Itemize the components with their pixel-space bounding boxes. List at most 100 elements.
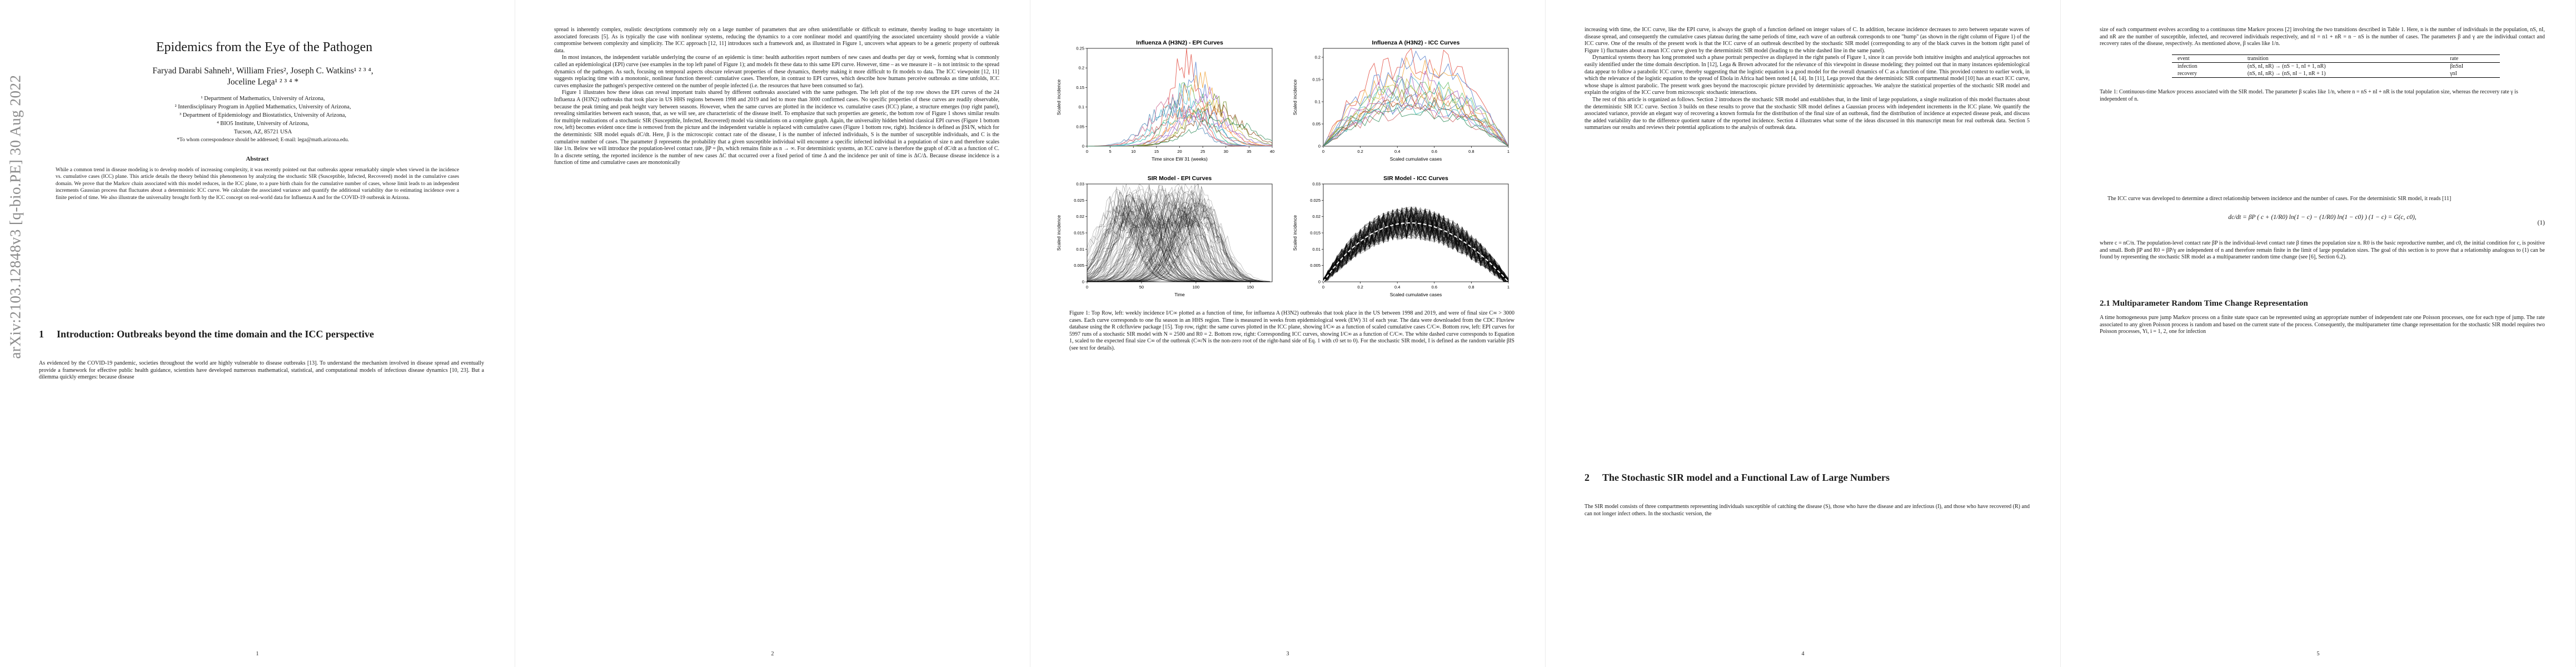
simulation-run (1323, 212, 1509, 282)
series-line (1323, 50, 1509, 147)
simulation-run (1087, 203, 1270, 282)
body-text-4: A time homogeneous pure jump Markov proc… (2100, 315, 2545, 336)
simulation-run (1087, 193, 1270, 282)
y-tick-label: 0.03 (1076, 182, 1084, 187)
simulation-run (1087, 206, 1270, 282)
series-line (1087, 114, 1273, 147)
simulation-run (1323, 216, 1509, 282)
series-line (1323, 75, 1509, 147)
simulation-run (1323, 209, 1509, 282)
simulation-run (1323, 206, 1509, 282)
x-tick-label: 5 (1109, 149, 1112, 154)
simulation-run (1323, 208, 1509, 281)
simulation-run (1323, 208, 1509, 282)
simulation-run (1323, 209, 1509, 282)
simulation-run (1087, 211, 1270, 282)
x-axis-label: Time since EW 31 (weeks) (1152, 156, 1208, 162)
simulation-run (1087, 212, 1270, 282)
body-text: spread is inherently complex, realistic … (554, 27, 999, 167)
simulation-run (1323, 211, 1509, 280)
simulation-run (1087, 187, 1270, 282)
authors: Faryad Darabi Sahneh¹, William Fries², J… (61, 66, 465, 88)
simulation-run (1323, 209, 1509, 282)
simulation-run (1323, 210, 1509, 282)
simulation-run (1323, 208, 1508, 282)
paragraph: A time homogeneous pure jump Markov proc… (2100, 315, 2545, 335)
subsection-heading: 2.1 Multiparameter Random Time Change Re… (2100, 299, 2308, 308)
section-1-heading: 1 Introduction: Outbreaks beyond the time… (39, 328, 484, 340)
simulation-run (1087, 206, 1270, 282)
simulation-run (1087, 206, 1270, 282)
body-text-2: The ICC curve was developed to determine… (2100, 196, 2545, 203)
table-header: rate (2444, 55, 2500, 63)
y-tick-label: 0 (1082, 144, 1084, 149)
simulation-run (1087, 216, 1270, 282)
simulation-run (1087, 221, 1270, 282)
x-tick-label: 20 (1177, 149, 1182, 154)
simulation-run (1087, 213, 1270, 282)
page-5: size of each compartment evolves accordi… (2061, 0, 2576, 667)
chart-sir-epi: SIR Model - EPI Curves 0 50 100 150 0 0.005 0.0… (1056, 175, 1273, 297)
simulation-run (1323, 211, 1509, 282)
simulation-run (1323, 216, 1509, 282)
simulation-run (1323, 212, 1509, 282)
arxiv-id: arXiv:2103.12848v3 [q-bio.PE] 30 Aug 202… (7, 74, 24, 359)
simulation-run (1323, 208, 1509, 282)
table-header: transition (2241, 55, 2445, 63)
simulation-run (1323, 207, 1509, 282)
paper-title: Epidemics from the Eye of the Pathogen (156, 40, 373, 54)
x-tick-label: 0.8 (1468, 285, 1474, 290)
simulation-run (1323, 207, 1509, 282)
simulation-run (1323, 210, 1509, 282)
simulation-run (1323, 211, 1509, 281)
simulation-run (1323, 214, 1509, 282)
simulation-run (1087, 211, 1270, 282)
simulation-run (1323, 210, 1509, 282)
x-tick-label: 15 (1154, 149, 1159, 154)
simulation-run (1087, 193, 1270, 282)
page-3: Influenza A (H3N2) - EPI Curves 0 5 10 15 20 2… (1030, 0, 1546, 667)
section-title: The Stochastic SIR model and a Functiona… (1602, 472, 1890, 483)
simulation-run (1087, 216, 1270, 282)
simulation-run (1323, 215, 1509, 282)
simulation-run (1087, 204, 1270, 282)
section-2-heading: 2 The Stochastic SIR model and a Function… (1585, 471, 2030, 484)
simulation-run (1323, 207, 1509, 282)
simulation-run (1087, 197, 1270, 282)
chart-sir-icc: SIR Model - ICC Curves 0 0.2 0.4 0.6 0.8 1 0 0.0… (1292, 175, 1509, 297)
simulation-run (1087, 210, 1270, 282)
series-line (1323, 104, 1509, 147)
y-tick-label: 0.05 (1076, 124, 1084, 129)
simulation-run (1323, 213, 1509, 282)
simulation-run (1087, 193, 1270, 282)
simulation-run (1323, 210, 1509, 282)
figure-caption: Figure 1: Top Row, left: weekly incidenc… (1069, 310, 1514, 351)
simulation-run (1087, 196, 1270, 282)
equation-number: (1) (2537, 220, 2545, 226)
simulation-run (1087, 215, 1270, 282)
simulation-run (1087, 202, 1270, 282)
simulation-run (1087, 205, 1270, 282)
simulation-run (1323, 208, 1509, 282)
simulation-run (1323, 207, 1509, 280)
simulation-run (1087, 213, 1270, 282)
y-tick-label: 0.2 (1315, 55, 1321, 60)
simulation-run (1087, 197, 1270, 282)
simulation-run (1323, 209, 1509, 282)
simulation-run (1323, 208, 1509, 281)
simulation-run (1087, 199, 1270, 282)
simulation-run (1087, 198, 1270, 282)
chart-title: SIR Model - ICC Curves (1383, 175, 1448, 182)
simulation-run (1087, 200, 1270, 282)
simulation-run (1087, 207, 1270, 282)
x-tick-label: 30 (1224, 149, 1228, 154)
chart-title: Influenza A (H3N2) - EPI Curves (1136, 39, 1223, 46)
simulation-run (1323, 207, 1509, 282)
simulation-run (1323, 207, 1509, 281)
simulation-run (1087, 192, 1270, 282)
simulation-run (1087, 209, 1270, 282)
simulation-run (1087, 183, 1270, 282)
simulation-run (1323, 207, 1508, 282)
simulation-run (1323, 211, 1509, 282)
chart-title: Influenza A (H3N2) - ICC Curves (1372, 39, 1460, 46)
